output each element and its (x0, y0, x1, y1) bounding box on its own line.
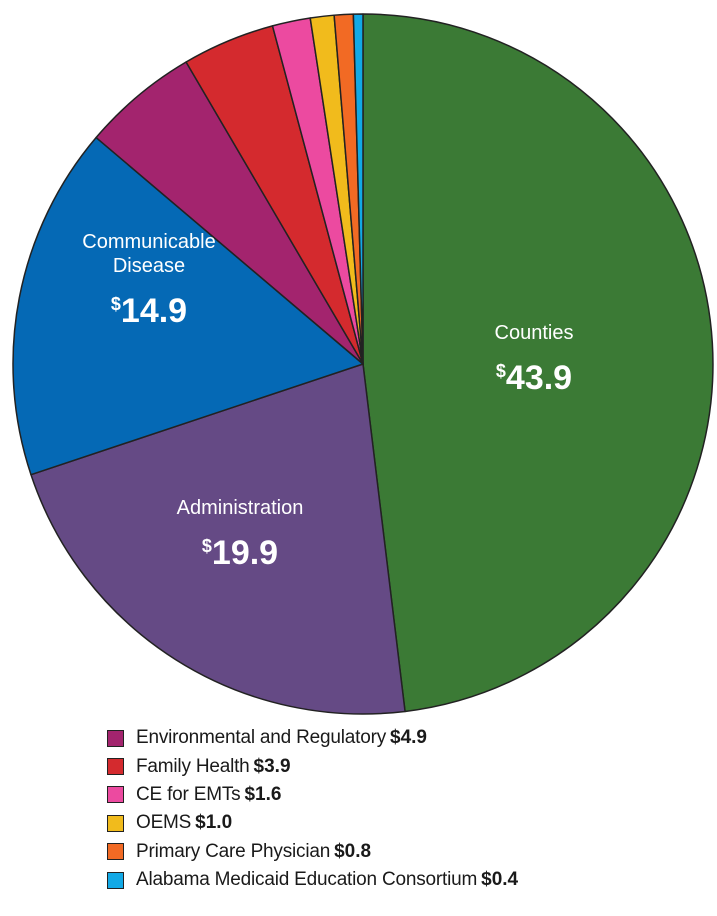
legend-label: Alabama Medicaid Education Consortium (136, 869, 478, 891)
legend-item-environmental-and-regulatory: Environmental and Regulatory $4.9 (107, 724, 518, 752)
slice-name-administration: Administration (177, 497, 304, 519)
legend-item-family-health: Family Health $3.9 (107, 752, 518, 780)
legend-swatch (107, 729, 124, 747)
slice-value-counties: $43.9 (496, 359, 572, 397)
legend-item-alabama-medicaid-education-consortium: Alabama Medicaid Education Consortium $0.… (107, 866, 518, 894)
legend-item-ce-for-emts: CE for EMTs $1.6 (107, 781, 518, 809)
slice-name-counties: Counties (495, 322, 574, 344)
legend-label: OEMS (136, 812, 192, 834)
legend-item-oems: OEMS $1.0 (107, 809, 518, 837)
legend-label: CE for EMTs (136, 783, 241, 805)
pie-slice-communicable-disease (12, 136, 364, 476)
legend-value: $3.9 (253, 755, 291, 777)
legend-value: $0.4 (481, 869, 519, 891)
legend-swatch (107, 843, 124, 861)
slice-label-counties: Counties $43.9 (495, 322, 574, 397)
legend-value: $1.6 (244, 783, 282, 805)
slice-label-administration: Administration $19.9 (177, 497, 304, 572)
pie-slice-counties (362, 13, 714, 713)
legend-label: Family Health (136, 755, 250, 777)
legend-value: $1.0 (195, 812, 233, 834)
legend-swatch (107, 786, 124, 804)
pie-chart: Counties $43.9 Administration $19.9 Communic… (12, 13, 714, 715)
slice-value-administration: $19.9 (202, 534, 278, 572)
pie-slice-administration (30, 363, 406, 715)
slice-name-communicable-disease: Communicable (82, 231, 215, 253)
legend-swatch (107, 814, 124, 832)
slice-value-communicable-disease: $14.9 (111, 292, 187, 330)
legend-value: $4.9 (390, 727, 427, 749)
chart-legend: Environmental and Regulatory $4.9 Family H… (107, 724, 518, 894)
legend-swatch (107, 758, 124, 776)
pie-slice-alabama-medicaid-education-consortium (352, 13, 364, 365)
legend-label: Primary Care Physician (136, 840, 331, 862)
legend-label: Environmental and Regulatory (136, 727, 386, 749)
legend-value: $0.8 (334, 840, 372, 862)
legend-swatch (107, 871, 124, 889)
legend-item-primary-care-physician: Primary Care Physician $0.8 (107, 838, 518, 866)
slice-name-communicable-disease: Disease (113, 255, 185, 277)
